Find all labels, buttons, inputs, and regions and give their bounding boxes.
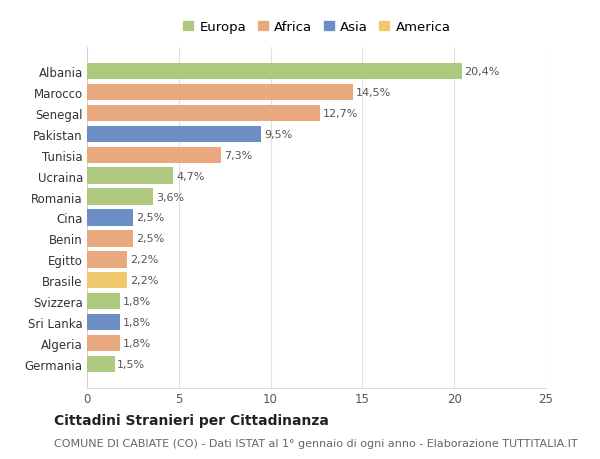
Bar — [87, 293, 120, 310]
Text: 2,2%: 2,2% — [130, 276, 158, 285]
Bar — [87, 84, 353, 101]
Text: 7,3%: 7,3% — [224, 151, 252, 160]
Bar — [87, 273, 127, 289]
Legend: Europa, Africa, Asia, America: Europa, Africa, Asia, America — [177, 16, 456, 39]
Text: 1,8%: 1,8% — [123, 297, 151, 307]
Bar — [87, 210, 133, 226]
Text: 1,8%: 1,8% — [123, 338, 151, 348]
Text: 1,8%: 1,8% — [123, 318, 151, 327]
Text: 2,2%: 2,2% — [130, 255, 158, 265]
Text: 4,7%: 4,7% — [176, 171, 205, 181]
Bar — [87, 147, 221, 163]
Text: 1,5%: 1,5% — [117, 359, 145, 369]
Bar — [87, 314, 120, 330]
Bar — [87, 168, 173, 185]
Text: Cittadini Stranieri per Cittadinanza: Cittadini Stranieri per Cittadinanza — [54, 414, 329, 428]
Bar — [87, 356, 115, 372]
Text: 12,7%: 12,7% — [323, 109, 358, 118]
Bar — [87, 64, 461, 80]
Bar — [87, 189, 153, 205]
Text: COMUNE DI CABIATE (CO) - Dati ISTAT al 1° gennaio di ogni anno - Elaborazione TU: COMUNE DI CABIATE (CO) - Dati ISTAT al 1… — [54, 438, 578, 448]
Bar — [87, 252, 127, 268]
Text: 2,5%: 2,5% — [136, 213, 164, 223]
Text: 9,5%: 9,5% — [264, 129, 292, 140]
Text: 20,4%: 20,4% — [464, 67, 500, 77]
Bar — [87, 106, 320, 122]
Text: 14,5%: 14,5% — [356, 88, 391, 98]
Bar — [87, 335, 120, 352]
Text: 2,5%: 2,5% — [136, 234, 164, 244]
Text: 3,6%: 3,6% — [156, 192, 184, 202]
Bar — [87, 231, 133, 247]
Bar — [87, 126, 262, 143]
